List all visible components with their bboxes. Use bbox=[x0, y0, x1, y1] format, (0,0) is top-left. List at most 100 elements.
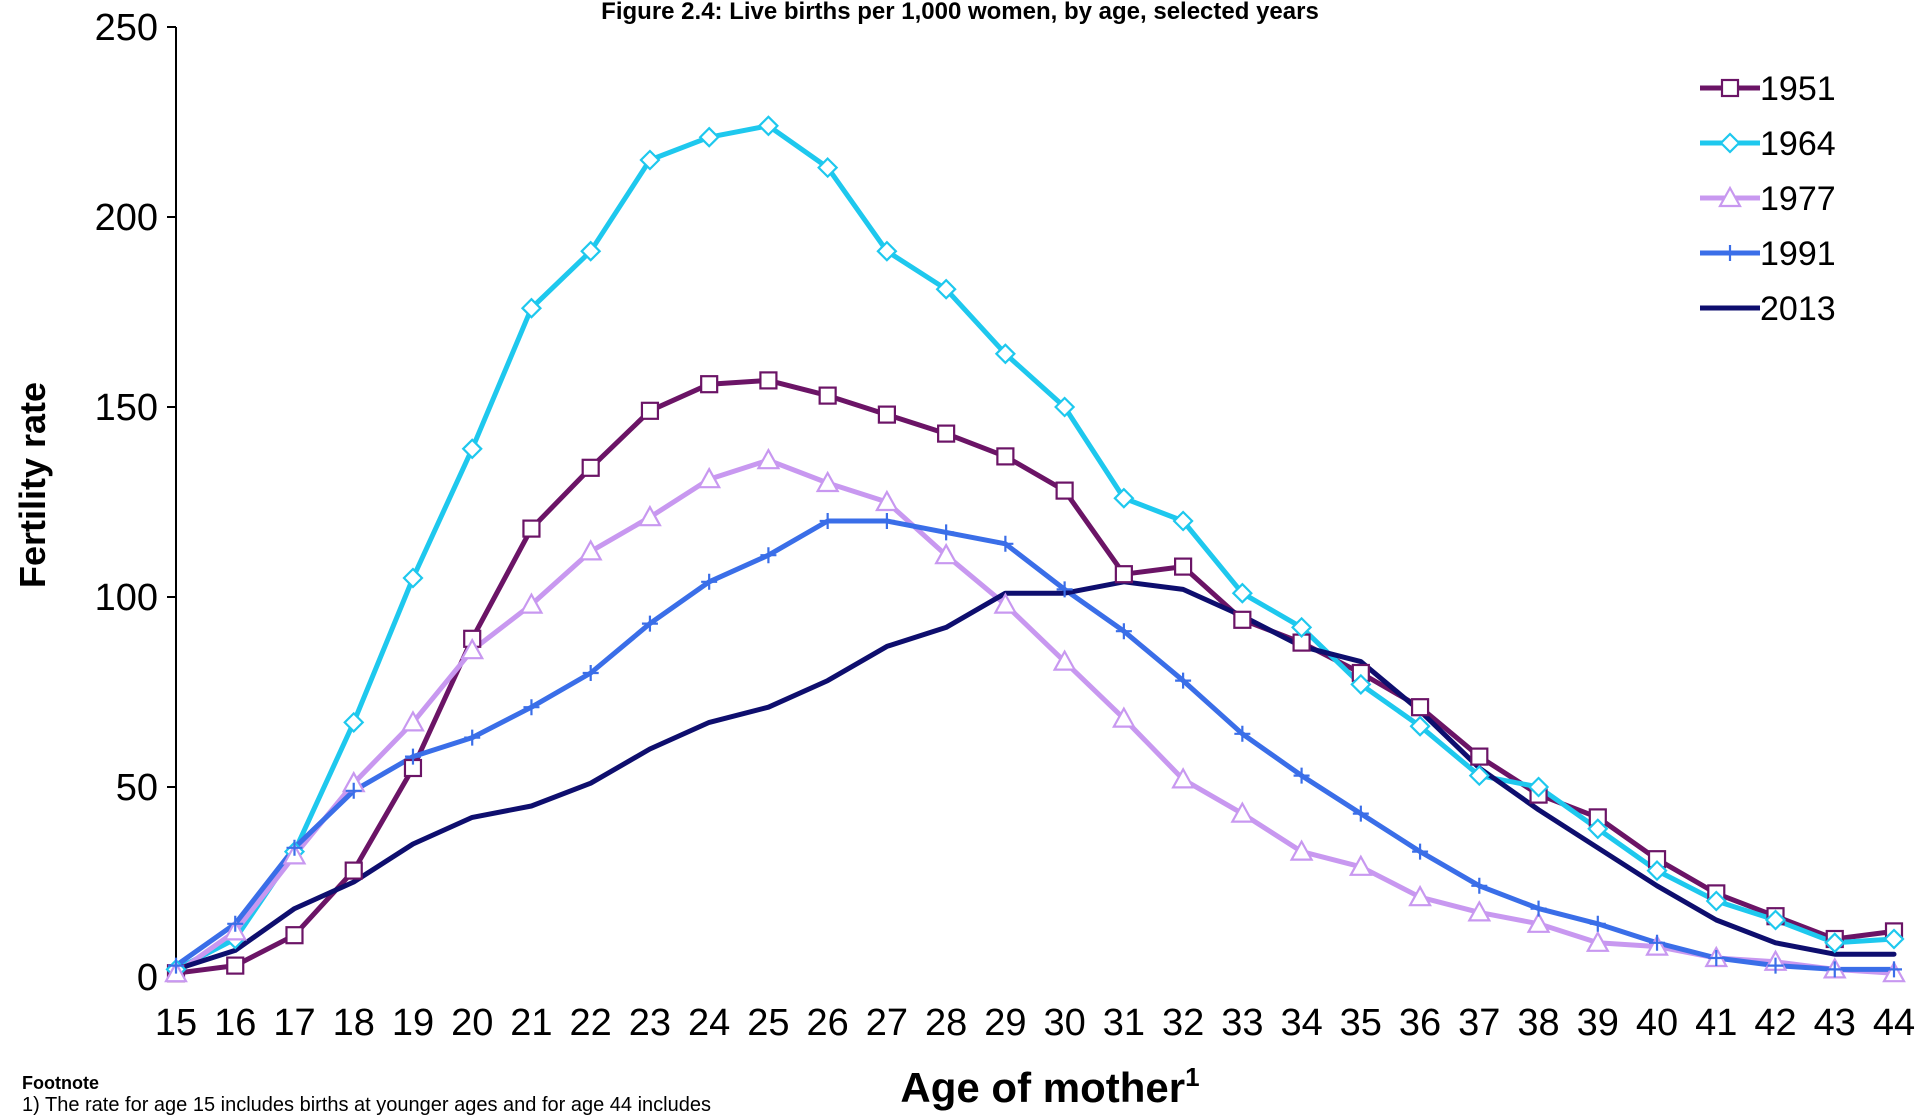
data-point-1964 bbox=[817, 157, 839, 179]
data-point-1977 bbox=[1585, 930, 1610, 952]
footnote-text: 1) The rate for age 15 includes births a… bbox=[22, 1094, 711, 1116]
x-tick-label: 40 bbox=[1636, 1002, 1678, 1044]
data-point-1977 bbox=[934, 542, 959, 565]
data-point-1991 bbox=[938, 524, 955, 541]
x-tick-label: 28 bbox=[925, 1002, 967, 1044]
data-point-1951 bbox=[1174, 557, 1193, 576]
data-point-1991 bbox=[819, 513, 836, 529]
data-point-1964 bbox=[1824, 932, 1846, 954]
data-point-1977 bbox=[875, 489, 899, 512]
data-point-1951 bbox=[1410, 698, 1430, 717]
data-point-1951 bbox=[877, 405, 896, 424]
y-tick-label: 0 bbox=[137, 957, 158, 999]
data-point-1951 bbox=[1470, 747, 1489, 766]
data-point-1964 bbox=[1172, 510, 1194, 532]
series-markers bbox=[164, 115, 1906, 983]
data-point-1951 bbox=[522, 519, 541, 538]
data-point-1991 bbox=[286, 839, 303, 856]
data-point-1977 bbox=[697, 466, 722, 489]
legend-label: 2013 bbox=[1760, 290, 1836, 328]
x-tick-label: 44 bbox=[1873, 1002, 1915, 1044]
data-point-1964 bbox=[580, 240, 602, 262]
data-point-1991 bbox=[641, 615, 658, 632]
footnote: Footnote 1) The rate for age 15 includes… bbox=[22, 1072, 711, 1116]
x-tick-label: 33 bbox=[1221, 1002, 1263, 1044]
data-point-1951 bbox=[700, 375, 719, 394]
data-point-1964 bbox=[994, 343, 1016, 365]
data-point-1964 bbox=[1291, 616, 1313, 638]
x-tick-label: 39 bbox=[1577, 1002, 1619, 1044]
y-tick-label: 100 bbox=[95, 577, 158, 619]
x-axis-label: Age of mother1 bbox=[900, 1062, 1199, 1111]
y-tick-label: 150 bbox=[95, 387, 158, 429]
data-point-1977 bbox=[578, 539, 603, 561]
data-point-1951 bbox=[640, 401, 660, 420]
footnote-heading: Footnote bbox=[22, 1073, 99, 1093]
data-point-1964 bbox=[1527, 776, 1550, 798]
x-tick-label: 26 bbox=[807, 1002, 849, 1044]
data-point-1964 bbox=[1054, 396, 1076, 418]
data-point-1977 bbox=[401, 710, 425, 732]
legend: 1951 1964 1977 1991 2013 bbox=[1700, 70, 1836, 328]
x-tick-label: 15 bbox=[155, 1002, 197, 1044]
x-tick-label: 20 bbox=[451, 1002, 493, 1044]
chart-title: Figure 2.4: Live births per 1,000 women,… bbox=[601, 0, 1319, 25]
data-point-1977 bbox=[1408, 884, 1432, 907]
series-line-1977 bbox=[173, 457, 1897, 976]
data-point-1964 bbox=[1468, 765, 1490, 787]
data-point-1964 bbox=[1350, 673, 1372, 695]
plot-area: 0 50 100 150 200 250 15 16 17 18 19 20 21 22 23 24 25 26… bbox=[95, 7, 1916, 1044]
data-point-1991 bbox=[1886, 961, 1902, 978]
data-point-1964 bbox=[1587, 818, 1609, 840]
x-tick-label: 19 bbox=[392, 1002, 434, 1044]
data-point-1991 bbox=[345, 782, 362, 799]
data-point-1977 bbox=[1171, 767, 1195, 789]
data-point-1991 bbox=[1589, 915, 1606, 932]
data-point-1977 bbox=[519, 592, 544, 614]
x-tick-label: 41 bbox=[1695, 1002, 1737, 1044]
x-tick-label: 27 bbox=[866, 1002, 908, 1044]
legend-label: 1964 bbox=[1760, 125, 1836, 163]
data-point-1991 bbox=[1412, 843, 1429, 860]
data-point-1964 bbox=[1231, 582, 1253, 604]
data-point-1964 bbox=[876, 240, 898, 262]
data-point-1951 bbox=[759, 371, 778, 390]
data-point-1951 bbox=[581, 458, 600, 477]
data-point-1991 bbox=[1234, 725, 1251, 742]
data-point-1951 bbox=[996, 447, 1015, 466]
data-point-1964 bbox=[1409, 715, 1431, 737]
data-point-1991 bbox=[404, 748, 421, 765]
data-point-1964 bbox=[639, 149, 661, 171]
series-line-2013 bbox=[173, 579, 1897, 972]
data-point-1951 bbox=[1233, 610, 1252, 629]
data-point-1991 bbox=[227, 915, 244, 932]
data-point-1991 bbox=[1115, 623, 1132, 640]
x-tick-label: 22 bbox=[570, 1002, 612, 1044]
data-point-1951 bbox=[1055, 481, 1074, 500]
legend-marker-1964 bbox=[1719, 132, 1741, 154]
data-point-1977 bbox=[1052, 649, 1077, 671]
legend-marker-1977 bbox=[1718, 185, 1742, 208]
legend-label: 1951 bbox=[1760, 70, 1836, 108]
legend-marker-1991 bbox=[1722, 245, 1738, 261]
data-point-1964 bbox=[935, 278, 957, 300]
data-point-1964 bbox=[1113, 487, 1135, 509]
data-point-1991 bbox=[760, 547, 777, 564]
data-point-1964 bbox=[757, 115, 779, 137]
x-ticks: 15 16 17 18 19 20 21 22 23 24 25 26 27 28 29 30 31 32 33 34… bbox=[155, 1002, 1915, 1044]
data-point-1991 bbox=[1649, 934, 1666, 951]
x-tick-label: 34 bbox=[1280, 1002, 1322, 1044]
y-axis-label: Fertility rate bbox=[12, 382, 53, 588]
data-point-1991 bbox=[701, 573, 718, 590]
series-lines bbox=[173, 123, 1897, 976]
data-point-1977 bbox=[1230, 801, 1255, 823]
x-tick-label: 32 bbox=[1162, 1002, 1204, 1044]
data-point-1951 bbox=[344, 861, 363, 880]
series-line-1964 bbox=[173, 123, 1897, 972]
legend-label: 1977 bbox=[1760, 180, 1836, 218]
series-line-1951 bbox=[173, 377, 1897, 976]
data-point-1964 bbox=[1764, 909, 1787, 931]
data-point-1951 bbox=[818, 386, 837, 405]
data-point-1964 bbox=[461, 438, 483, 460]
data-point-1964 bbox=[1883, 928, 1905, 950]
